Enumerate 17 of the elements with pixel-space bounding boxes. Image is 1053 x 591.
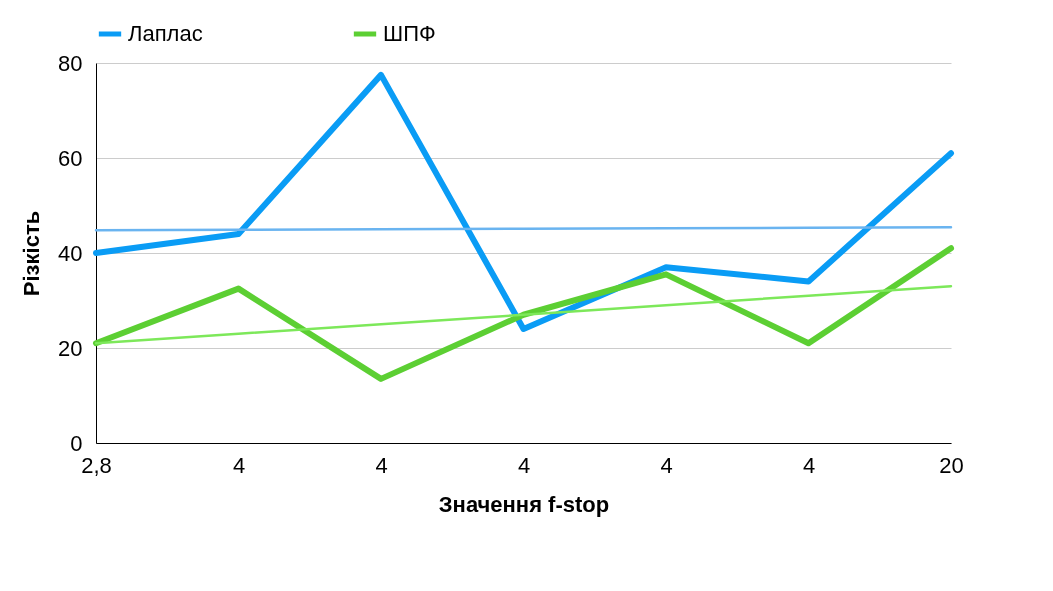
x-tick-label: 4 bbox=[232, 452, 246, 478]
y-tick-label: 60 bbox=[58, 145, 83, 171]
x-tick-label: 4 bbox=[660, 452, 673, 478]
y-tick-label: 20 bbox=[58, 335, 83, 361]
y-axis-title: Різкість bbox=[19, 210, 45, 297]
x-tick-label: 4 bbox=[375, 452, 388, 478]
y-tick-label: 40 bbox=[58, 240, 83, 266]
y-tick-label: 80 bbox=[58, 50, 83, 76]
x-tick-label: 4 bbox=[802, 452, 816, 478]
line-series bbox=[94, 285, 953, 345]
y-tick-label: 0 bbox=[70, 430, 83, 456]
x-tick-label: 4 bbox=[517, 452, 531, 478]
x-tick-label: 20 bbox=[939, 452, 964, 478]
legend-label: Лаплас bbox=[128, 21, 203, 46]
legend-label: ШПФ bbox=[383, 21, 436, 46]
x-axis-title: Значення f-stop bbox=[438, 491, 610, 517]
x-tick-label: 2,8 bbox=[81, 452, 112, 478]
